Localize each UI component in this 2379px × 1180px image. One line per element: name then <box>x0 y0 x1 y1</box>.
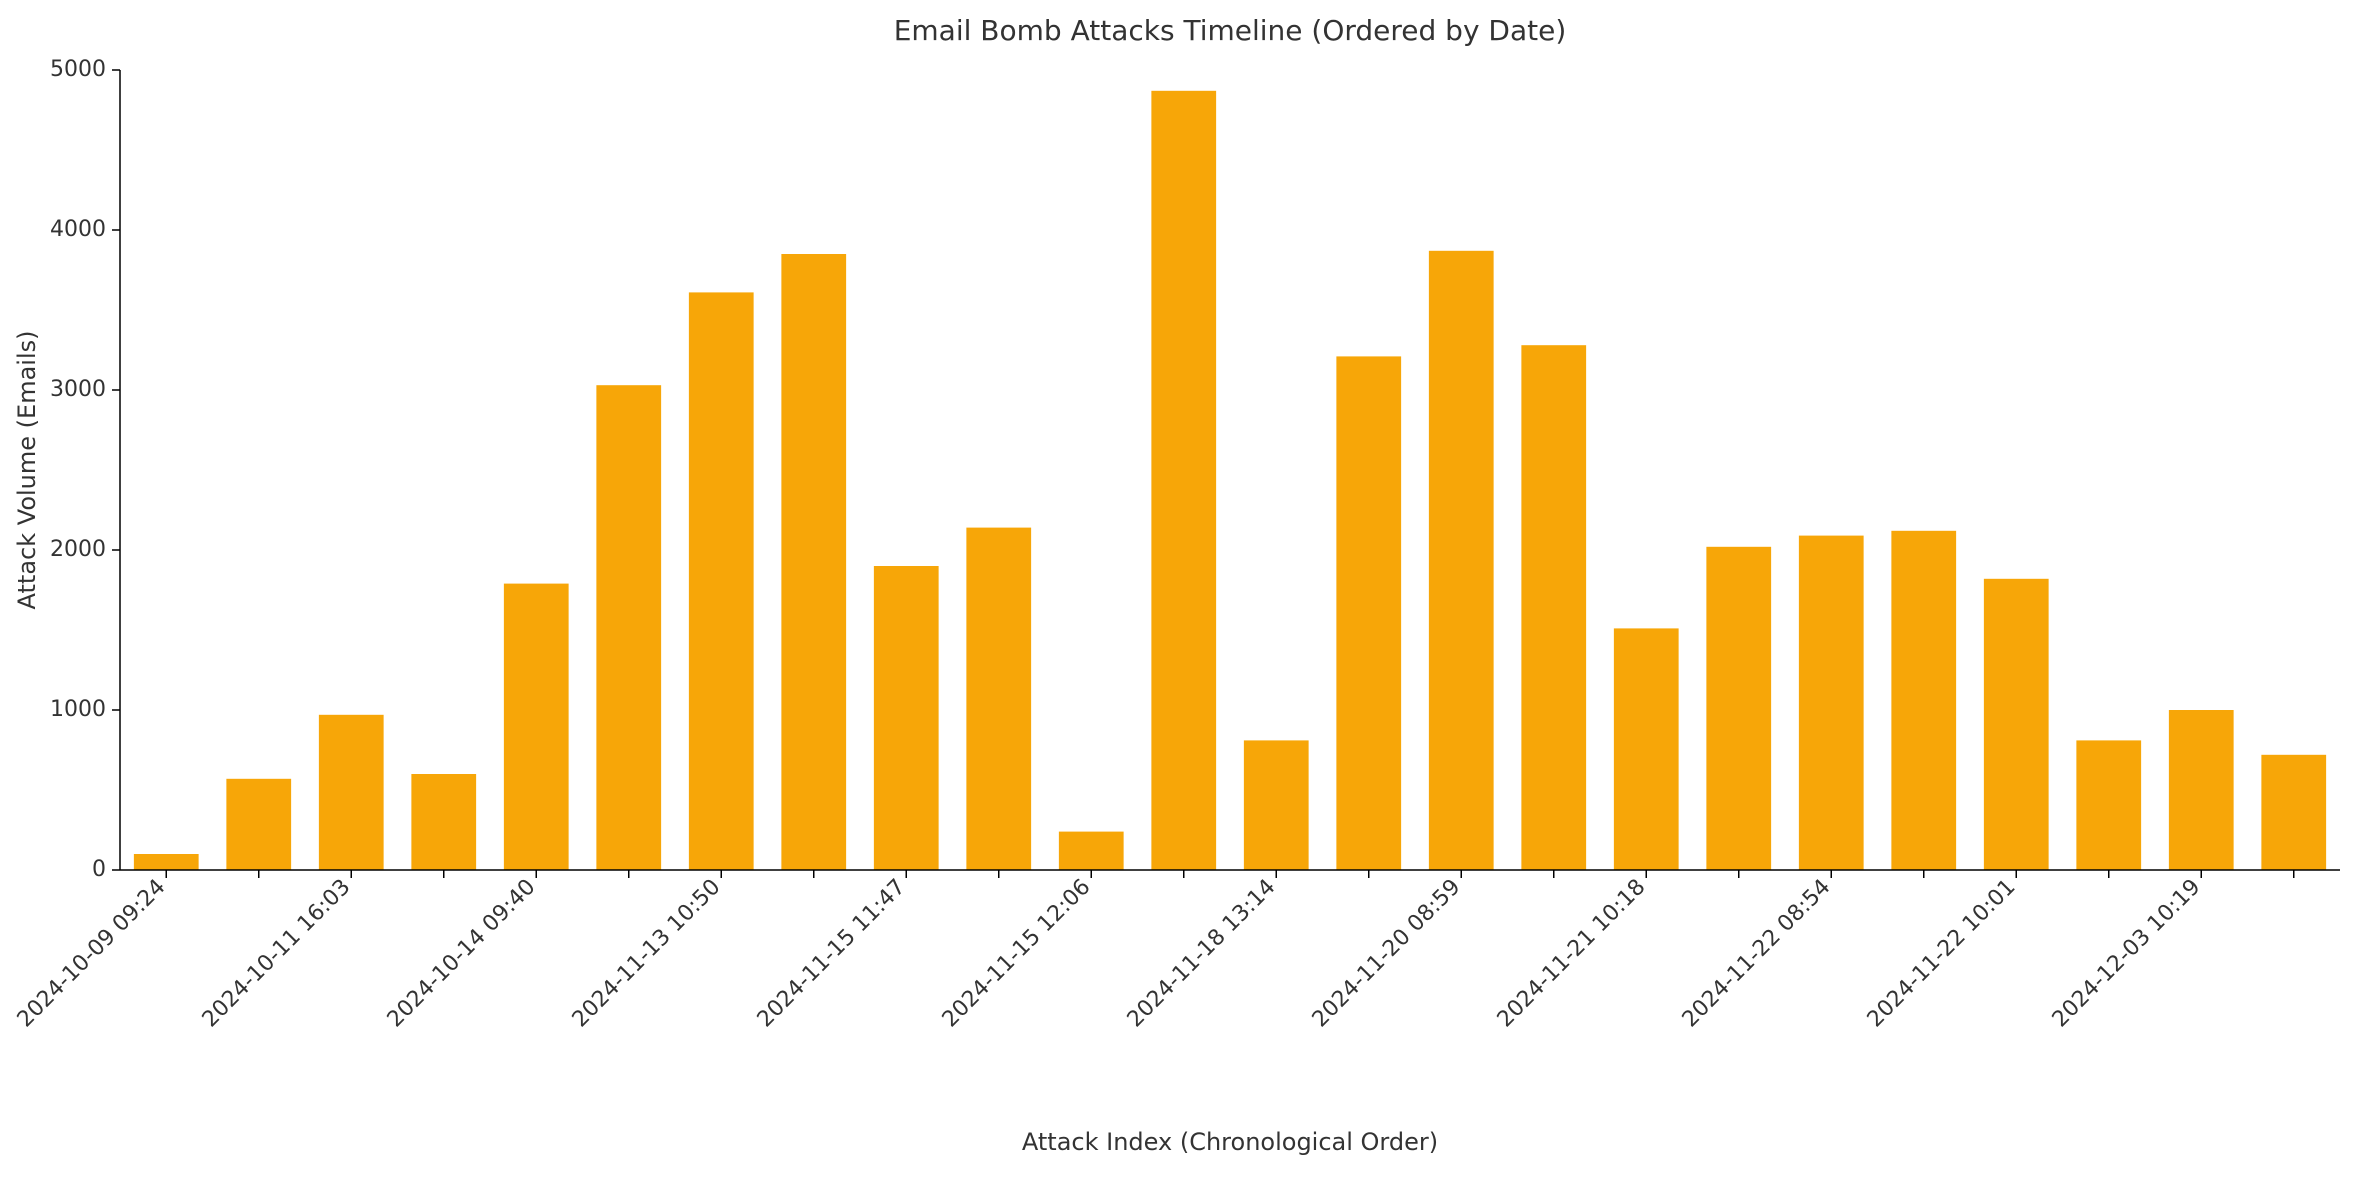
bar <box>874 566 939 870</box>
bar <box>2261 755 2326 870</box>
bar <box>689 292 754 870</box>
y-tick-label: 3000 <box>50 377 106 402</box>
bar <box>2169 710 2234 870</box>
y-tick-label: 1000 <box>50 697 106 722</box>
bar <box>1891 531 1956 870</box>
bar <box>1059 832 1124 870</box>
bar <box>1151 91 1216 870</box>
bar <box>596 385 661 870</box>
bar <box>504 584 569 870</box>
y-tick-label: 5000 <box>50 57 106 82</box>
bar <box>1521 345 1586 870</box>
bar <box>1984 579 2049 870</box>
x-axis-label: Attack Index (Chronological Order) <box>1022 1128 1438 1156</box>
y-tick-label: 0 <box>92 857 106 882</box>
bar <box>134 854 199 870</box>
y-tick-label: 2000 <box>50 537 106 562</box>
y-axis-label: Attack Volume (Emails) <box>13 331 41 610</box>
bar <box>1244 740 1309 870</box>
bar <box>411 774 476 870</box>
bar <box>1336 356 1401 870</box>
bar <box>781 254 846 870</box>
y-tick-label: 4000 <box>50 217 106 242</box>
bar <box>319 715 384 870</box>
bar <box>2076 740 2141 870</box>
bar-chart: 0100020003000400050002024-10-09 09:24202… <box>0 0 2379 1180</box>
bar <box>1429 251 1494 870</box>
bar <box>1614 628 1679 870</box>
chart-title: Email Bomb Attacks Timeline (Ordered by … <box>894 14 1567 47</box>
bar <box>226 779 291 870</box>
chart-container: 0100020003000400050002024-10-09 09:24202… <box>0 0 2379 1180</box>
bar <box>1706 547 1771 870</box>
bar <box>1799 536 1864 870</box>
bar <box>966 528 1031 870</box>
